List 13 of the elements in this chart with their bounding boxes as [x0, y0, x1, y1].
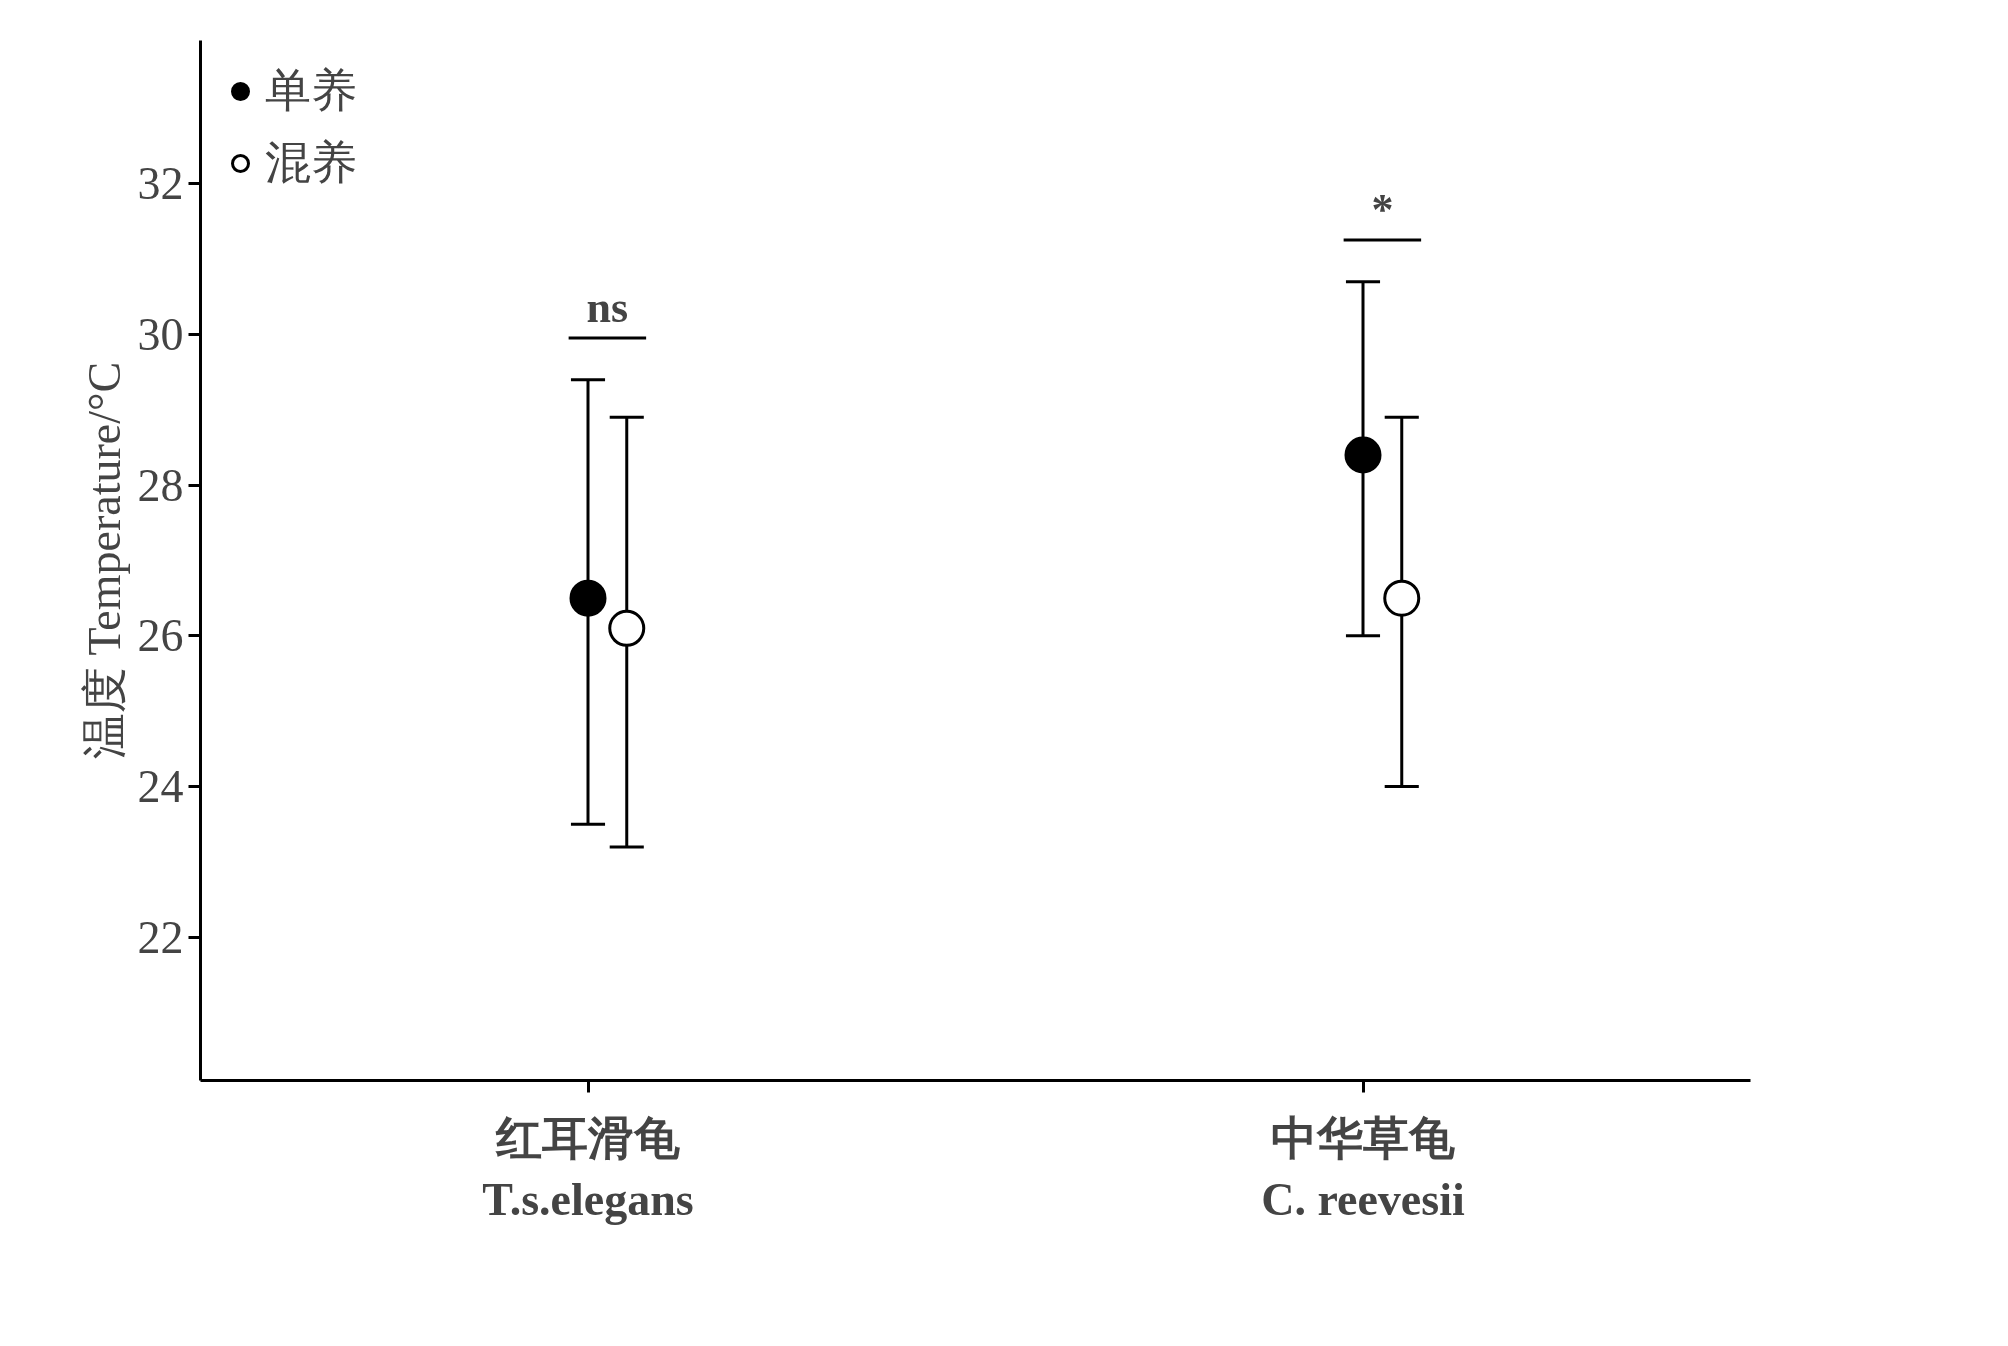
x-tick-label: 红耳滑龟 T.s.elegans [482, 1112, 694, 1225]
y-tick-label: 32 [137, 158, 184, 210]
legend-label: 混养 [265, 136, 357, 190]
y-axis-title: 温度 Temperature/°C [78, 361, 130, 760]
y-tick-label: 28 [137, 459, 184, 511]
annotation: * [1371, 185, 1394, 235]
annotation: ns [586, 283, 629, 333]
y-tick-label: 26 [137, 610, 184, 662]
y-tick-label: 24 [137, 761, 184, 813]
y-tick-label: 30 [137, 308, 184, 360]
x-tick-label: 中华草龟 C. reevesii [1261, 1112, 1465, 1225]
y-tick-label: 22 [137, 911, 184, 963]
legend-label: 单养 [265, 64, 357, 118]
